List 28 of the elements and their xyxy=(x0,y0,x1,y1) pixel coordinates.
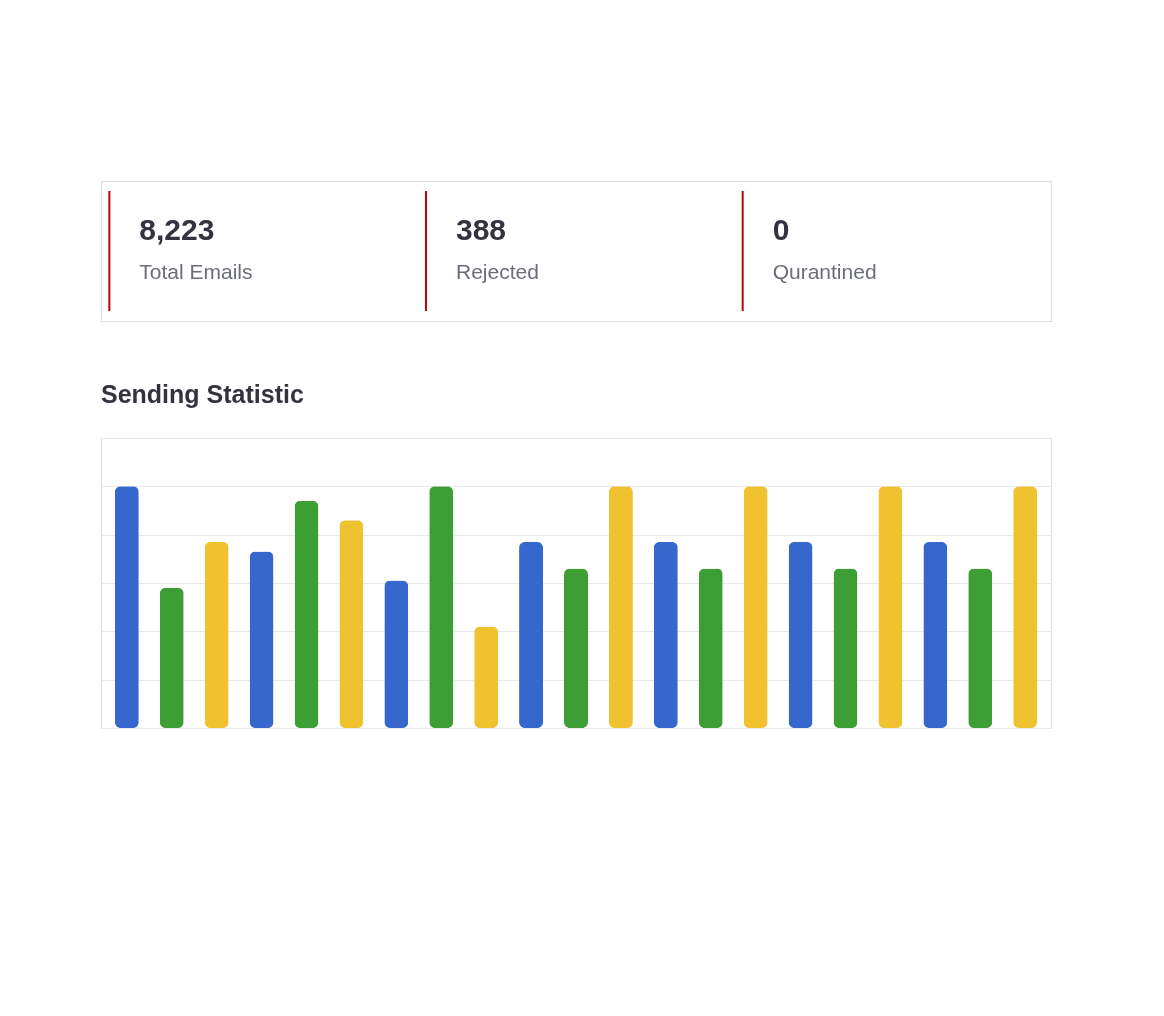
chart-title: Sending Statistic xyxy=(101,380,304,408)
bar xyxy=(653,541,678,728)
bar xyxy=(114,486,139,728)
bar xyxy=(743,486,768,728)
text: 388 xyxy=(456,213,507,246)
text: Rejected xyxy=(456,260,539,283)
bar xyxy=(294,500,319,728)
bar xyxy=(159,587,184,728)
bar xyxy=(968,568,993,728)
bar xyxy=(474,626,499,728)
bar xyxy=(249,551,274,728)
text: 0 xyxy=(772,213,790,246)
bar xyxy=(923,541,948,728)
text: 8,223 xyxy=(139,213,215,246)
bar xyxy=(519,541,544,728)
text: Qurantined xyxy=(772,260,877,283)
bar xyxy=(878,486,903,728)
bar xyxy=(339,520,364,728)
bar xyxy=(429,486,454,728)
bar xyxy=(564,568,588,728)
bar xyxy=(1013,486,1038,728)
bar xyxy=(384,580,409,728)
bar xyxy=(788,541,813,728)
text: Total Emails xyxy=(139,260,253,283)
bar xyxy=(833,568,858,728)
bar xyxy=(204,541,229,728)
bar xyxy=(698,568,723,728)
bar xyxy=(608,486,633,728)
